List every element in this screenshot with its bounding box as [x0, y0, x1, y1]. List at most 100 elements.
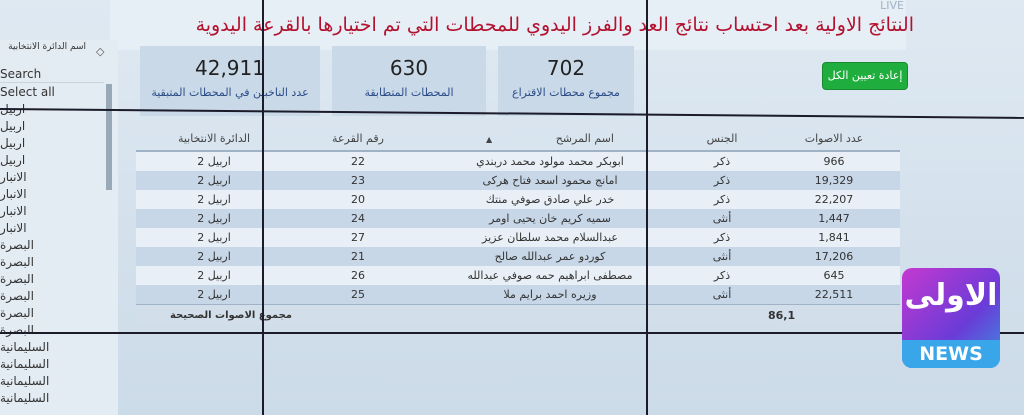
cell-votes: 19,329	[768, 171, 900, 190]
slicer-item[interactable]: السليمانية	[0, 357, 50, 371]
slicer-scrollbar[interactable]	[106, 84, 112, 190]
cell-gender: ذكر	[676, 228, 768, 247]
slicer-item[interactable]: اربيل	[0, 136, 26, 150]
slicer-item[interactable]: الانبار	[0, 187, 27, 201]
table-row[interactable]: 19,329 ذكر امانج محمود اسعد فتاح هركى 23 ارب…	[136, 171, 900, 190]
card-remaining-voters: 42,911 عدد الناخبين في المحطات المتبقية	[140, 46, 320, 116]
table-header-row: عدد الاصوات الجنس اسم المرشح ▲ رقم القرع…	[136, 126, 900, 152]
cell-name: امانج محمود اسعد فتاح هركى	[424, 171, 676, 190]
cell-votes: 966	[768, 151, 900, 171]
card-label: عدد الناخبين في المحطات المتبقية	[151, 86, 309, 99]
slicer-item[interactable]: البصرة	[0, 255, 34, 269]
table-row[interactable]: 1,447 أنثى سميه كريم خان يحيى اومر 24 اربيل …	[136, 209, 900, 228]
cell-lot: 23	[292, 171, 424, 190]
slicer-header: اسم الدائرة الانتخابية	[8, 42, 86, 52]
header-name-label: اسم المرشح	[555, 131, 614, 145]
cell-lot: 27	[292, 228, 424, 247]
cell-name: عبدالسلام محمد سلطان عزيز	[424, 228, 676, 247]
screen-frame-line	[646, 0, 648, 415]
slicer-item[interactable]: الانبار	[0, 221, 27, 235]
slicer-item[interactable]: البصرة	[0, 272, 34, 286]
cell-name: خدر علي صادق صوفي منتك	[424, 190, 676, 209]
table-row[interactable]: 1,841 ذكر عبدالسلام محمد سلطان عزيز 27 اربيل…	[136, 228, 900, 247]
slicer-item[interactable]: الانبار	[0, 170, 27, 184]
slicer-item[interactable]: السليمانية	[0, 391, 50, 405]
cell-lot: 21	[292, 247, 424, 266]
title-bar	[110, 0, 906, 50]
cell-name: كوردو عمر عبدالله صالح	[424, 247, 676, 266]
table-row[interactable]: 22,511 أنثى وزيره احمد برايم ملا 25 اربيل 2	[136, 285, 900, 305]
empty-cell	[292, 304, 424, 325]
slicer-search-input[interactable]: Search	[0, 66, 104, 83]
cell-votes: 22,207	[768, 190, 900, 209]
page-title: النتائج الاولية بعد احتساب نتائج العد وا…	[195, 14, 914, 36]
slicer-item[interactable]: البصرة	[0, 289, 34, 303]
cell-gender: ذكر	[676, 151, 768, 171]
header-district[interactable]: الدائرة الانتخابية	[136, 126, 292, 152]
slicer-item[interactable]: السليمانية	[0, 374, 50, 388]
card-label: المحطات المتطابقة	[364, 86, 454, 99]
slicer-item[interactable]: الانبار	[0, 204, 27, 218]
card-label: مجموع محطات الاقتراع	[512, 86, 620, 99]
cell-district: اربيل 2	[136, 247, 292, 266]
slicer-item[interactable]: البصرة	[0, 306, 34, 320]
cell-name: وزيره احمد برايم ملا	[424, 285, 676, 305]
empty-cell	[424, 304, 676, 325]
table-row[interactable]: 22,207 ذكر خدر علي صادق صوفي منتك 20 اربيل 2	[136, 190, 900, 209]
cell-lot: 20	[292, 190, 424, 209]
cell-gender: أنثى	[676, 247, 768, 266]
cell-lot: 25	[292, 285, 424, 305]
table-row[interactable]: 17,206 أنثى كوردو عمر عبدالله صالح 21 اربيل …	[136, 247, 900, 266]
cell-gender: أنثى	[676, 209, 768, 228]
cell-votes: 17,206	[768, 247, 900, 266]
cell-name: ابوبكر محمد مولود محمد دربندي	[424, 151, 676, 171]
reset-all-button[interactable]: إعادة تعيين الكل	[822, 62, 908, 90]
cell-votes: 1,841	[768, 228, 900, 247]
cell-district: اربيل 2	[136, 266, 292, 285]
table-row[interactable]: 966 ذكر ابوبكر محمد مولود محمد دربندي 22 ارب…	[136, 151, 900, 171]
cell-votes: 1,447	[768, 209, 900, 228]
cell-district: اربيل 2	[136, 228, 292, 247]
cell-district: اربيل 2	[136, 190, 292, 209]
cell-lot: 26	[292, 266, 424, 285]
slicer-item[interactable]: البصرة	[0, 238, 34, 252]
cell-gender: ذكر	[676, 266, 768, 285]
candidates-table: عدد الاصوات الجنس اسم المرشح ▲ رقم القرع…	[136, 126, 900, 325]
screen-frame-line	[262, 0, 264, 415]
header-votes[interactable]: عدد الاصوات	[768, 126, 900, 152]
cell-lot: 24	[292, 209, 424, 228]
slicer-select-all[interactable]: Select all	[0, 85, 55, 99]
header-name[interactable]: اسم المرشح ▲	[424, 126, 676, 152]
district-slicer: اسم الدائرة الانتخابية ◇ Search Select a…	[0, 40, 118, 415]
slicer-item[interactable]: السليمانية	[0, 340, 50, 354]
total-label: مجموع الاصوات الصحيحة	[136, 304, 292, 325]
card-value: 630	[389, 56, 429, 80]
cell-name: سميه كريم خان يحيى اومر	[424, 209, 676, 228]
slicer-item[interactable]: البصرة	[0, 323, 34, 337]
cell-district: اربيل 2	[136, 171, 292, 190]
cell-votes: 22,511	[768, 285, 900, 305]
card-total-stations: 702 مجموع محطات الاقتراع	[498, 46, 634, 116]
live-indicator: LIVE	[880, 0, 904, 12]
header-lot-number[interactable]: رقم القرعة	[292, 126, 424, 152]
slicer-item[interactable]: اربيل	[0, 119, 26, 133]
card-matching-stations: 630 المحطات المتطابقة	[332, 46, 486, 116]
logo-news-text: NEWS	[902, 340, 1000, 368]
sort-ascending-icon: ▲	[486, 134, 493, 144]
cell-gender: ذكر	[676, 190, 768, 209]
cell-name: مصطفى ابراهيم حمه صوفي عبدالله	[424, 266, 676, 285]
card-value: 42,911	[195, 56, 265, 80]
news-watermark-logo: الاولى NEWS	[902, 268, 1000, 368]
header-gender[interactable]: الجنس	[676, 126, 768, 152]
cell-lot: 22	[292, 151, 424, 171]
table-row[interactable]: 645 ذكر مصطفى ابراهيم حمه صوفي عبدالله 26 ار…	[136, 266, 900, 285]
card-value: 702	[546, 56, 586, 80]
table-total-row: 86,1 مجموع الاصوات الصحيحة	[136, 304, 900, 325]
slicer-item[interactable]: اربيل	[0, 153, 26, 167]
slicer-list: Select all اربيلاربيلاربيلاربيلالانبارال…	[0, 84, 104, 407]
cell-gender: أنثى	[676, 285, 768, 305]
clear-selection-eraser-icon[interactable]: ◇	[96, 45, 105, 58]
logo-arabic-text: الاولى	[904, 278, 998, 313]
cell-district: اربيل 2	[136, 209, 292, 228]
